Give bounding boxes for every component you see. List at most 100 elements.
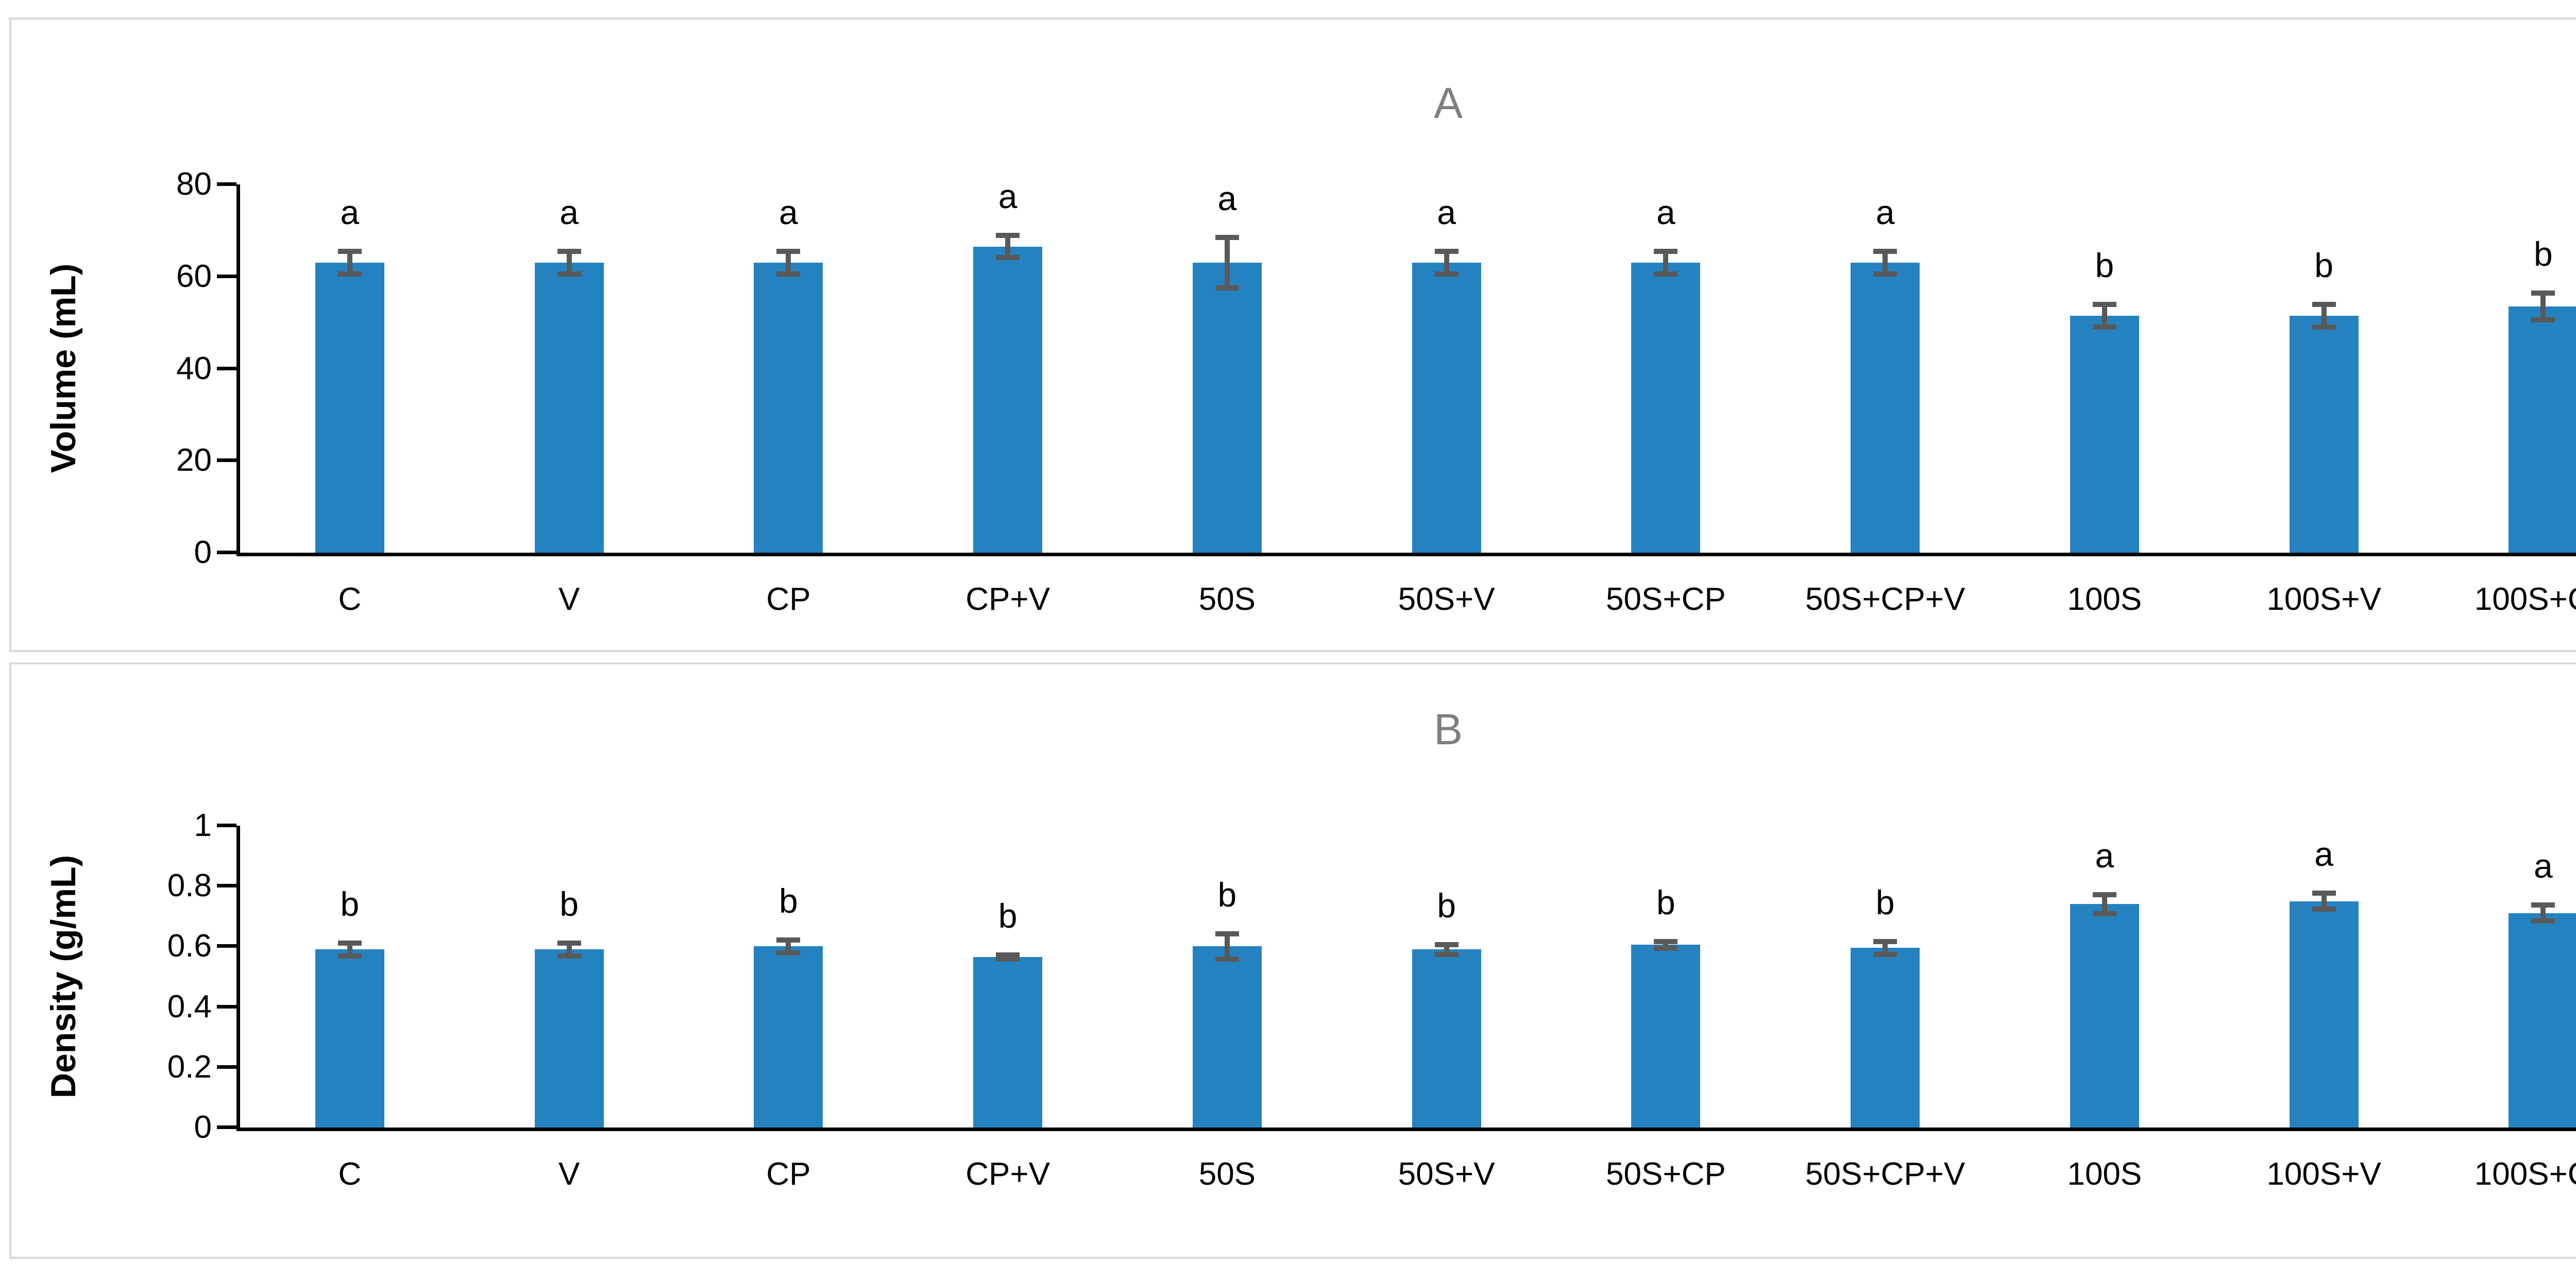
y-tick-label: 0	[194, 1109, 212, 1145]
error-bar	[776, 937, 801, 955]
panel-b-title: B	[1433, 705, 1463, 754]
error-bar-line	[2102, 892, 2107, 916]
y-tick-label: 0.4	[167, 988, 212, 1024]
sig-letter: a	[560, 193, 579, 232]
y-tick-mark	[217, 274, 236, 278]
bar-cell: a 50S+CP+V	[1775, 184, 1995, 615]
bar	[2509, 913, 2576, 1128]
y-tick-mark	[217, 944, 236, 948]
bar	[2070, 315, 2139, 553]
bar-cell: b 50S+CP+V	[1775, 826, 1995, 1190]
x-axis-label: C	[338, 582, 362, 617]
error-bar-cap-bot	[2312, 324, 2336, 330]
bar-cell: a CP+V	[898, 179, 1117, 616]
error-bar	[2092, 301, 2116, 330]
x-axis-label: 50S+V	[1398, 582, 1495, 617]
bar-cell: a 100S+CP	[2434, 826, 2576, 1190]
bar-cell: a 50S+CP	[1556, 184, 1776, 615]
error-bar-line	[1883, 249, 1888, 277]
bar-cell: a CP	[679, 184, 899, 616]
error-bar	[2312, 891, 2336, 912]
error-bar	[2092, 892, 2116, 916]
error-bar	[1215, 235, 1239, 291]
error-bar-line	[347, 940, 352, 959]
panel-b-y-axis-title: Density (g/mL)	[44, 855, 83, 1099]
sig-letter: b	[560, 884, 579, 923]
bar	[315, 949, 384, 1128]
error-bar	[1434, 249, 1459, 277]
error-bar-line	[786, 937, 791, 955]
x-axis-label: CP+V	[965, 1156, 1050, 1192]
sig-letter: b	[340, 884, 360, 923]
error-bar-cap-top	[1654, 938, 1678, 944]
error-bar-cap-top	[337, 249, 362, 254]
error-bar-line	[786, 249, 791, 277]
x-axis-label: 50S+CP	[1606, 582, 1726, 617]
error-bar	[1654, 249, 1678, 277]
y-tick-label: 0.2	[167, 1049, 212, 1085]
sig-letter: b	[1656, 883, 1675, 921]
error-bar-line	[566, 940, 572, 959]
sig-letter: a	[779, 193, 798, 232]
y-tick-label: 0	[194, 535, 212, 570]
y-tick-label: 60	[176, 258, 212, 294]
y-tick-mark	[217, 884, 236, 888]
error-bar-cap-top	[2531, 290, 2555, 296]
error-bar	[2531, 902, 2555, 924]
error-bar-cap-top	[1873, 938, 1897, 944]
x-axis-label: 100S+CP	[2474, 582, 2576, 617]
bar	[1631, 945, 1701, 1128]
error-bar-cap-top	[2312, 891, 2336, 896]
error-bar-cap-bot	[2531, 317, 2555, 323]
bar	[1631, 262, 1701, 553]
error-bar	[776, 249, 801, 277]
y-tick-label: 1	[194, 808, 212, 843]
y-tick-label: 0.8	[167, 868, 212, 904]
bar	[1412, 262, 1481, 553]
error-bar-cap-bot	[1215, 956, 1239, 962]
x-axis-label: CP+V	[965, 582, 1050, 617]
error-bar-cap-top	[1873, 249, 1897, 254]
bar	[973, 246, 1043, 553]
bar	[973, 956, 1043, 1128]
x-axis-label: 100S+V	[2266, 1156, 2381, 1192]
error-bar-cap-bot	[776, 950, 801, 955]
x-axis-label: C	[338, 1156, 362, 1192]
error-bar-line	[1663, 249, 1669, 277]
sig-letter: a	[2534, 847, 2553, 885]
error-bar-cap-top	[996, 232, 1020, 238]
error-bar-cap-bot	[776, 271, 801, 277]
bar-cell: a 100S+V	[2214, 826, 2434, 1190]
y-tick-mark	[217, 1004, 236, 1009]
error-bar-line	[1663, 938, 1669, 951]
y-tick-mark	[217, 824, 236, 827]
error-bar	[2531, 290, 2555, 323]
x-axis-label: 50S	[1198, 1156, 1256, 1192]
error-bar	[337, 249, 362, 277]
bar	[534, 262, 604, 553]
x-axis-label: 100S	[2067, 1156, 2142, 1192]
sig-letter: a	[1437, 193, 1456, 232]
error-bar-line	[1883, 938, 1888, 957]
bar-cell: b 50S	[1117, 826, 1337, 1190]
bar-cell: a 50S+V	[1337, 184, 1556, 615]
error-bar-cap-top	[2312, 301, 2336, 307]
error-bar-cap-top	[1215, 931, 1239, 937]
error-bar-cap-bot	[1873, 951, 1897, 957]
bar	[315, 262, 384, 553]
x-axis-label: 50S+V	[1398, 1156, 1495, 1192]
error-bar	[2312, 301, 2336, 330]
error-bar-cap-bot	[1873, 271, 1897, 277]
error-bar-cap-bot	[1434, 271, 1459, 277]
y-tick-mark	[217, 1125, 236, 1129]
error-bar	[337, 940, 362, 959]
y-tick-mark	[217, 551, 236, 554]
error-bar-cap-bot	[337, 271, 362, 277]
error-bar	[557, 249, 581, 277]
